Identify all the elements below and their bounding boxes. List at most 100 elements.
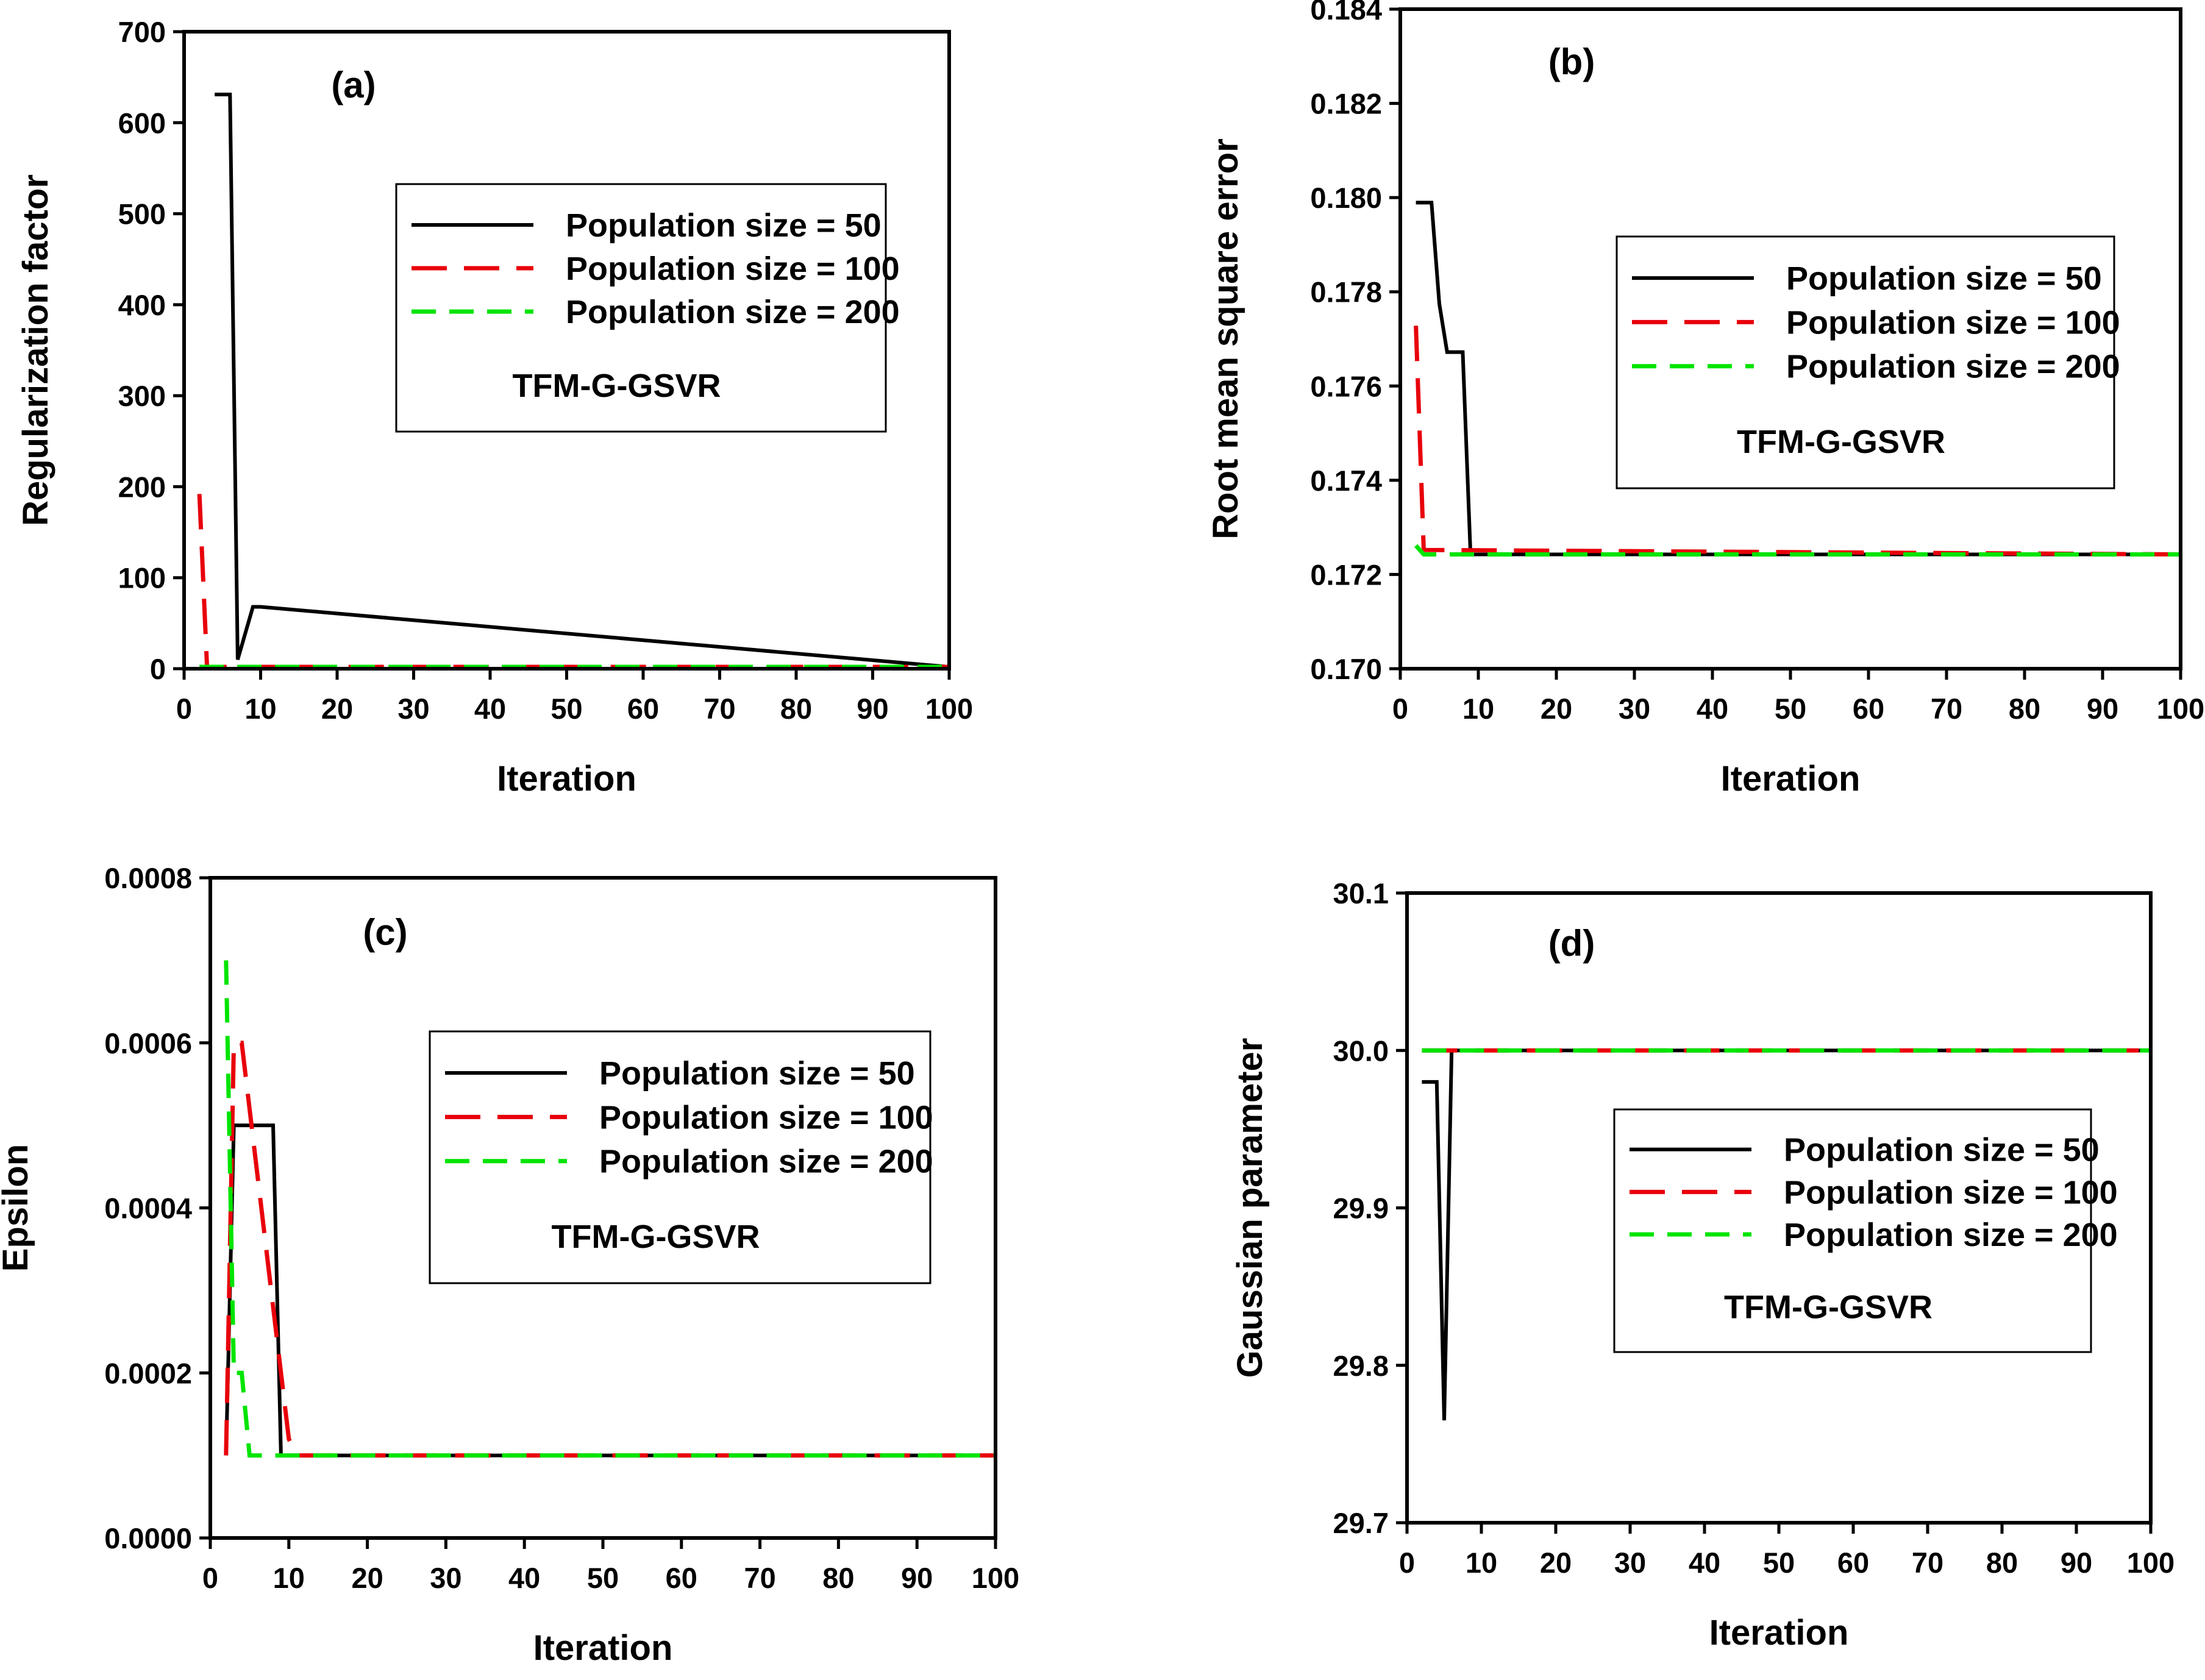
x-tick-label: 10 (1462, 692, 1494, 725)
x-tick-label: 0 (1392, 692, 1408, 725)
x-tick-label: 30 (1614, 1547, 1646, 1579)
x-tick-label: 60 (1853, 692, 1884, 725)
legend-entry-2: Population size = 100 (566, 251, 900, 287)
series-line-2 (1414, 326, 2181, 557)
y-tick-label: 400 (118, 289, 166, 321)
x-tick-label: 0 (176, 692, 192, 725)
y-tick-label: 0.174 (1310, 464, 1382, 497)
x-tick-label: 70 (1912, 1547, 1943, 1579)
x-tick-label: 30 (1619, 692, 1650, 725)
legend-title: TFM-G-GSVR (1724, 1289, 1932, 1325)
y-tick-label: 0.0002 (104, 1357, 192, 1389)
y-tick-label: 29.7 (1333, 1507, 1389, 1539)
legend-entry-1: Population size = 50 (566, 207, 882, 244)
legend-title: TFM-G-GSVR (513, 368, 721, 404)
x-tick-label: 50 (550, 692, 582, 725)
x-tick-label: 70 (744, 1562, 775, 1594)
chart-panel-b: 0 10 20 30 40 50 60 70 80 90 100 0.170 0.172 0.174 0.1… (1206, 0, 2204, 799)
x-tick-label: 10 (1466, 1547, 1497, 1579)
panel-label: (c) (363, 912, 407, 953)
legend-entry-2: Population size = 100 (1784, 1174, 2118, 1211)
x-tick-label: 20 (351, 1562, 383, 1594)
y-axis-label: Epsilon (0, 1144, 35, 1272)
x-tick-label: 0 (1399, 1547, 1415, 1579)
series-line-3 (224, 960, 996, 1458)
y-axis-label: Root mean square error (1206, 138, 1245, 539)
legend-entry-3: Population size = 200 (1784, 1217, 2118, 1253)
y-tick-label: 300 (118, 380, 166, 412)
y-tick-label: 200 (118, 471, 166, 503)
x-tick-label: 20 (1540, 1547, 1572, 1579)
x-tick-label: 40 (474, 692, 506, 725)
y-tick-label: 0 (150, 653, 166, 685)
y-tick-label: 0.184 (1310, 0, 1382, 26)
legend-entry-2: Population size = 100 (1786, 304, 2120, 341)
x-tick-label: 40 (1689, 1547, 1720, 1579)
panel-label: (b) (1548, 41, 1595, 82)
x-tick-label: 80 (2009, 692, 2040, 725)
x-tick-label: 20 (1541, 692, 1572, 725)
x-tick-label: 50 (1763, 1547, 1795, 1579)
x-tick-label: 30 (430, 1562, 461, 1594)
y-tick-label: 500 (118, 198, 166, 230)
panel-label: (d) (1548, 923, 1595, 964)
y-tick-label: 0.180 (1310, 182, 1382, 214)
y-tick-label: 0.172 (1310, 558, 1382, 591)
legend-entry-2: Population size = 100 (599, 1099, 933, 1136)
legend-entry-3: Population size = 200 (599, 1144, 933, 1180)
x-tick-label: 40 (1697, 692, 1728, 725)
x-tick-label: 80 (780, 692, 812, 725)
x-tick-label: 10 (273, 1562, 305, 1594)
x-tick-label: 30 (397, 692, 429, 725)
chart-panel-a: 0 10 20 30 40 50 60 70 80 90 100 0 100 200 300 400 500 60… (16, 16, 973, 799)
panel-label: (a) (331, 65, 376, 105)
legend-title: TFM-G-GSVR (552, 1219, 760, 1255)
y-tick-label: 600 (118, 107, 166, 139)
chart-panel-d: 0 10 20 30 40 50 60 70 80 90 100 29.7 29.8 29.9 30.0 30… (1230, 877, 2175, 1653)
legend-box (395, 183, 887, 433)
x-axis-label: Iteration (1709, 1613, 1849, 1653)
legend: Population size = 50 Population size = 10… (395, 183, 900, 433)
y-tick-label: 30.1 (1333, 877, 1389, 909)
x-tick-label: 100 (925, 692, 973, 725)
x-tick-label: 60 (627, 692, 659, 725)
chart-panel-c: 0 10 20 30 40 50 60 70 80 90 100 0.0000 0.0002 0.0004… (0, 862, 1019, 1668)
x-tick-label: 80 (1986, 1547, 2018, 1579)
x-tick-label: 50 (587, 1562, 619, 1594)
y-tick-label: 0.182 (1310, 88, 1382, 120)
y-axis-label: Gaussian parameter (1230, 1038, 1270, 1378)
x-axis-label: Iteration (533, 1628, 673, 1668)
x-tick-label: 60 (666, 1562, 697, 1594)
x-tick-label: 70 (704, 692, 735, 725)
y-tick-label: 29.9 (1333, 1192, 1389, 1225)
y-tick-label: 100 (118, 562, 166, 594)
x-tick-label: 10 (244, 692, 276, 725)
x-tick-label: 40 (508, 1562, 540, 1594)
x-tick-label: 100 (2127, 1547, 2175, 1579)
x-tick-label: 60 (1837, 1547, 1869, 1579)
x-tick-label: 100 (2157, 692, 2204, 725)
legend-entry-1: Population size = 50 (1786, 260, 2102, 297)
series-line-3 (1414, 544, 2181, 557)
y-tick-label: 0.0008 (104, 862, 192, 894)
y-tick-label: 0.0000 (104, 1522, 192, 1554)
y-tick-label: 29.8 (1333, 1350, 1389, 1382)
legend-entry-3: Population size = 200 (566, 294, 900, 330)
legend: Population size = 50 Population size = 10… (1613, 1108, 2118, 1353)
x-tick-label: 90 (2061, 1547, 2092, 1579)
x-axis-label: Iteration (497, 759, 636, 799)
y-axis-label: Regularization factor (16, 174, 55, 526)
y-tick-label: 0.176 (1310, 370, 1382, 402)
legend-entry-1: Population size = 50 (1784, 1132, 2100, 1169)
x-tick-label: 0 (202, 1562, 218, 1594)
y-tick-label: 700 (118, 16, 166, 48)
x-axis-label: Iteration (1721, 759, 1861, 799)
y-tick-label: 0.178 (1310, 276, 1382, 308)
x-tick-label: 90 (901, 1562, 933, 1594)
legend: Population size = 50 Population size = 10… (1615, 235, 2120, 489)
y-tick-label: 0.0006 (104, 1027, 192, 1059)
legend: Population size = 50 Population size = 10… (429, 1030, 933, 1284)
series-line-2 (197, 494, 949, 669)
x-tick-label: 80 (822, 1562, 854, 1594)
